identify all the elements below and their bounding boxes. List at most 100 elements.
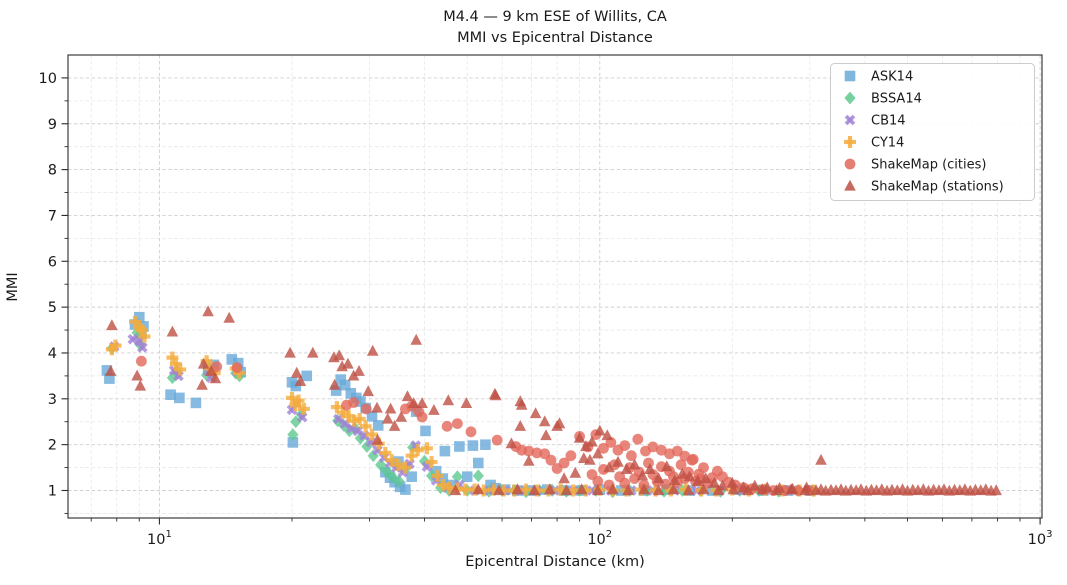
legend-label: ASK14 <box>871 70 913 85</box>
data-point-triangle <box>514 420 527 431</box>
data-point-triangle <box>844 179 856 191</box>
data-point-circle <box>441 420 453 432</box>
legend-box <box>830 63 1035 201</box>
data-point-triangle <box>749 479 761 491</box>
data-point-diamond <box>131 326 143 340</box>
data-point-plus <box>844 136 856 148</box>
data-point-triangle <box>342 357 354 369</box>
data-point-triangle <box>366 344 379 356</box>
y-tick-label: 7 <box>48 208 57 224</box>
data-point-circle <box>686 454 698 466</box>
data-point-diamond <box>451 470 463 484</box>
x-tick-label: 102 <box>587 529 612 548</box>
data-point-triangle <box>551 420 563 431</box>
data-point-plus <box>411 444 424 457</box>
data-point-plus <box>286 391 298 404</box>
data-point-plus <box>398 461 411 474</box>
data-point-triangle <box>362 385 374 397</box>
data-point-plus <box>336 406 349 419</box>
data-point-circle <box>844 158 856 170</box>
data-point-square <box>226 354 238 365</box>
data-point-triangle <box>636 469 649 481</box>
data-point-plus <box>174 363 187 376</box>
y-tick-label: 5 <box>48 300 57 316</box>
data-point-circle <box>592 475 604 487</box>
data-point-triangle <box>353 365 365 376</box>
data-point-triangle <box>676 467 689 479</box>
data-point-triangle <box>620 463 633 474</box>
legend-label: BSSA14 <box>871 92 922 107</box>
legend-item-cy14: CY14 <box>844 136 904 151</box>
data-point-plus <box>392 458 405 471</box>
data-point-circle <box>619 440 631 451</box>
data-point-triangle <box>538 415 551 427</box>
data-point-circle <box>136 355 147 367</box>
legend-label: CY14 <box>871 136 904 151</box>
data-point-plus <box>298 402 310 415</box>
data-point-triangle <box>460 397 473 408</box>
data-point-triangle <box>407 397 420 408</box>
data-point-x <box>127 333 139 345</box>
data-point-triangle <box>652 472 665 484</box>
data-point-plus <box>292 394 305 407</box>
data-point-circle <box>545 454 557 466</box>
data-points-layer <box>101 305 1002 499</box>
data-point-plus <box>477 484 490 497</box>
data-point-plus <box>289 399 302 412</box>
data-point-circle <box>626 450 637 462</box>
data-point-triangle <box>697 483 710 495</box>
data-point-square <box>473 457 484 469</box>
data-point-plus <box>443 481 456 494</box>
data-point-square <box>844 70 856 82</box>
chart-title-line2: MMI vs Epicentral Distance <box>457 30 653 46</box>
data-point-square <box>372 420 384 431</box>
data-point-circle <box>465 426 477 438</box>
data-point-square <box>290 380 302 392</box>
data-point-triangle <box>442 394 455 406</box>
data-point-square <box>454 441 465 452</box>
data-point-triangle <box>667 483 680 495</box>
data-point-triangle <box>540 429 552 441</box>
plot-border <box>67 54 1043 519</box>
data-point-square <box>366 410 378 422</box>
data-point-plus <box>366 428 378 441</box>
data-point-triangle <box>395 410 407 422</box>
data-point-plus <box>166 351 179 364</box>
data-point-triangle <box>785 483 797 495</box>
data-point-plus <box>109 339 122 352</box>
data-point-square <box>339 379 351 391</box>
data-point-triangle <box>628 458 641 470</box>
data-point-plus <box>169 358 182 370</box>
data-point-triangle <box>416 397 428 408</box>
data-point-plus <box>138 330 151 343</box>
data-point-triangle <box>683 470 696 482</box>
data-point-x <box>137 342 148 353</box>
data-point-square <box>330 385 342 396</box>
data-point-circle <box>452 418 463 429</box>
data-point-triangle <box>106 319 118 331</box>
data-point-plus <box>468 483 481 496</box>
data-point-triangle <box>489 389 502 401</box>
data-point-square <box>165 389 176 400</box>
data-point-triangle <box>770 484 783 496</box>
data-point-triangle <box>580 440 592 452</box>
data-point-triangle <box>558 472 570 484</box>
data-point-plus <box>459 483 472 496</box>
data-point-circle <box>211 361 223 373</box>
data-point-triangle <box>371 433 384 445</box>
data-point-triangle <box>371 401 383 413</box>
data-point-circle <box>531 447 543 459</box>
data-point-square <box>104 373 115 384</box>
data-point-plus <box>385 454 398 467</box>
legend-label: CB14 <box>871 114 906 129</box>
data-point-diamond <box>418 454 431 468</box>
data-point-circle <box>348 397 359 408</box>
data-point-triangle <box>799 484 812 496</box>
data-point-triangle <box>307 346 319 358</box>
data-point-plus <box>497 484 510 497</box>
data-point-triangle <box>638 483 650 495</box>
data-point-diamond <box>361 440 373 453</box>
data-point-triangle <box>606 483 619 495</box>
data-point-triangle <box>586 435 598 447</box>
data-point-circle <box>632 433 644 445</box>
